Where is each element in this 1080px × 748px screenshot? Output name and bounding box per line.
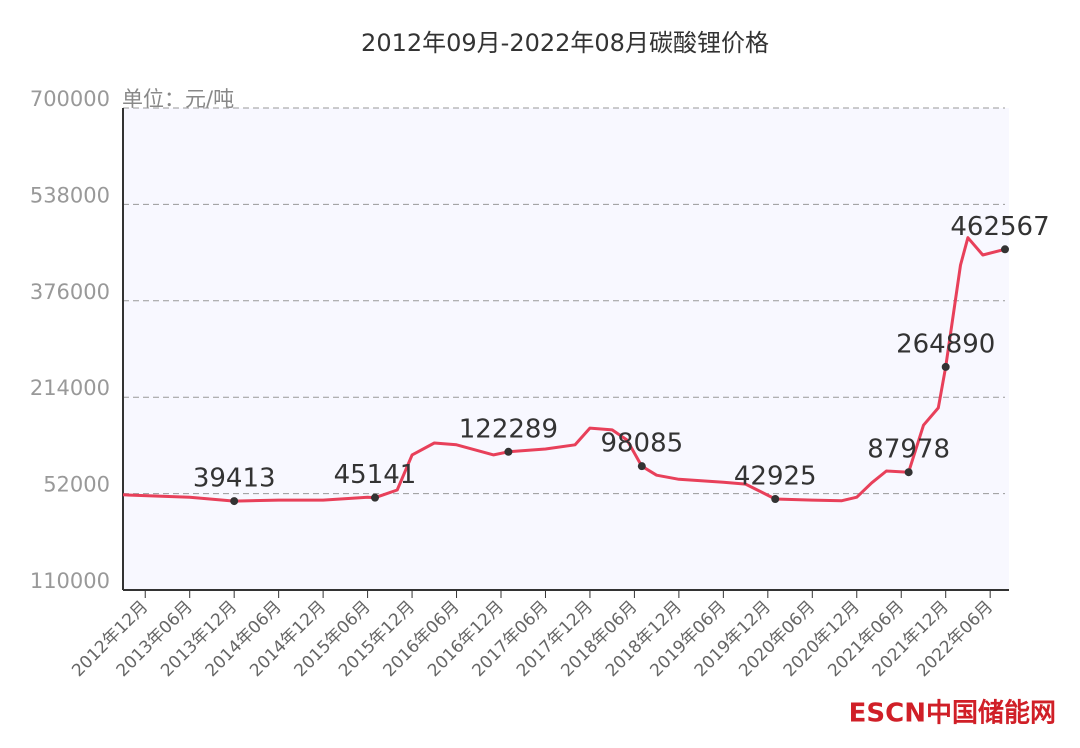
- data-label: 264890: [896, 329, 995, 359]
- data-label: 98085: [600, 429, 683, 459]
- data-label: 45141: [334, 460, 417, 490]
- data-label: 462567: [950, 212, 1049, 242]
- chart-title: 2012年09月-2022年08月碳酸锂价格: [361, 29, 769, 57]
- point: [941, 362, 950, 371]
- y-tick-label: 376000: [30, 280, 110, 304]
- point: [771, 495, 780, 504]
- data-label: 42925: [734, 462, 817, 492]
- y-tick-label: 538000: [30, 183, 110, 207]
- point: [504, 447, 513, 456]
- watermark: ESCN中国储能网: [849, 698, 1056, 729]
- plot-area: [123, 108, 1009, 590]
- data-label: 39413: [193, 464, 276, 494]
- y-tick-label: 52000: [43, 473, 110, 497]
- y-tick-label: 700000: [30, 87, 110, 111]
- point: [904, 468, 913, 477]
- y-tick-label: 214000: [30, 376, 110, 400]
- point: [230, 497, 239, 506]
- point: [1001, 245, 1009, 254]
- data-label: 122289: [459, 414, 558, 444]
- data-label: 87978: [867, 435, 950, 465]
- point: [371, 493, 379, 502]
- y-tick-label: 110000: [30, 569, 110, 593]
- y-unit: 单位：元/吨: [122, 87, 234, 111]
- point: [637, 462, 646, 471]
